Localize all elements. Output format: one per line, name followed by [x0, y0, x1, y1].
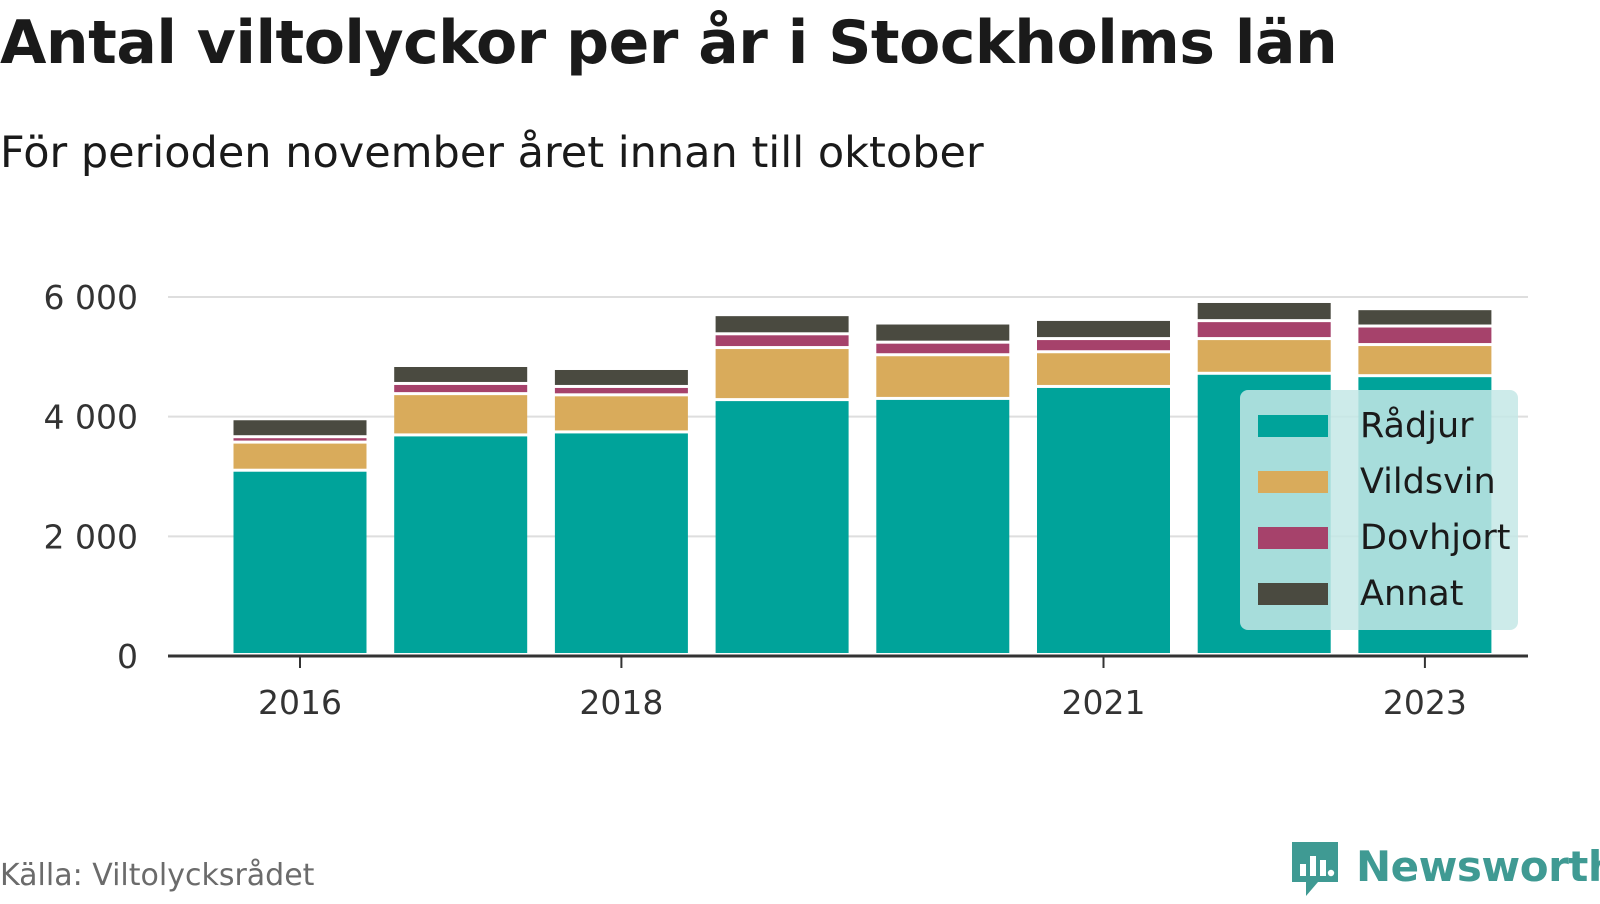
legend-item: Dovhjort	[1258, 510, 1511, 566]
brand-logo[interactable]: Newsworthy	[1288, 838, 1600, 904]
legend-item: Vildsvin	[1258, 454, 1496, 510]
bar-segment-r-djur	[1037, 387, 1170, 653]
legend-label: Annat	[1360, 574, 1464, 614]
chart-title: Antal viltolyckor per år i Stockholms lä…	[0, 8, 1338, 78]
legend-label: Rådjur	[1360, 406, 1474, 446]
legend-swatch	[1258, 527, 1328, 549]
legend-swatch	[1258, 583, 1328, 605]
brand-name: Newsworthy	[1356, 842, 1600, 891]
x-tick-label: 2021	[1062, 683, 1146, 722]
x-tick-label: 2016	[258, 683, 342, 722]
bar-segment-dovhjort	[876, 343, 1010, 354]
bar-segment-vildsvin	[394, 395, 528, 434]
y-tick-label: 6 000	[44, 278, 138, 317]
bar-segment-dovhjort	[715, 335, 849, 347]
bar-segment-r-djur	[394, 436, 528, 653]
bar-segment-annat	[876, 324, 1010, 341]
axis-layer: 0 2 000 4 000 6 000 2016 2018 2021 2023	[44, 278, 1528, 722]
y-tick-label: 2 000	[44, 517, 138, 556]
bar-segment-vildsvin	[876, 356, 1010, 397]
legend-swatch	[1258, 415, 1328, 437]
bar-segment-annat	[233, 420, 367, 436]
bar-segment-vildsvin	[1358, 346, 1492, 375]
legend-swatch	[1258, 471, 1328, 493]
bar-segment-r-djur	[233, 471, 367, 653]
chart-subtitle: För perioden november året innan till ok…	[0, 128, 984, 178]
bar-segment-vildsvin	[1037, 353, 1170, 385]
x-tick-label: 2018	[579, 683, 663, 722]
bar-segment-vildsvin	[554, 396, 688, 431]
source-label: Källa: Viltolycksrådet	[0, 858, 315, 893]
y-tick-label: 0	[117, 637, 138, 676]
bar-segment-r-djur	[715, 401, 849, 653]
bar-segment-dovhjort	[1358, 327, 1492, 344]
bar-segment-dovhjort	[554, 387, 688, 394]
chart-legend: Rådjur Vildsvin Dovhjort Annat	[1240, 390, 1518, 630]
bar-segment-annat	[1358, 310, 1492, 325]
bar-segment-vildsvin	[233, 443, 367, 469]
bar-segment-annat	[554, 369, 688, 385]
legend-label: Vildsvin	[1360, 462, 1496, 502]
bar-segment-dovhjort	[394, 384, 528, 393]
bar-segment-dovhjort	[1197, 322, 1331, 338]
bar-segment-r-djur	[554, 433, 688, 653]
bar-segment-r-djur	[876, 399, 1010, 653]
bar-segment-vildsvin	[1197, 340, 1331, 372]
bar-segment-dovhjort	[1037, 340, 1170, 351]
x-tick-label: 2023	[1383, 683, 1467, 722]
legend-item: Annat	[1258, 566, 1463, 622]
bar-segment-annat	[715, 316, 849, 333]
bar-segment-annat	[394, 367, 528, 382]
legend-item: Rådjur	[1258, 398, 1474, 454]
bar-segment-annat	[1037, 320, 1170, 338]
bar-segment-annat	[1197, 302, 1331, 320]
bar-segment-vildsvin	[715, 349, 849, 399]
legend-label: Dovhjort	[1360, 518, 1511, 558]
newsworthy-logo-icon	[1292, 842, 1338, 896]
bar-segment-dovhjort	[233, 438, 367, 441]
y-tick-label: 4 000	[44, 398, 138, 437]
